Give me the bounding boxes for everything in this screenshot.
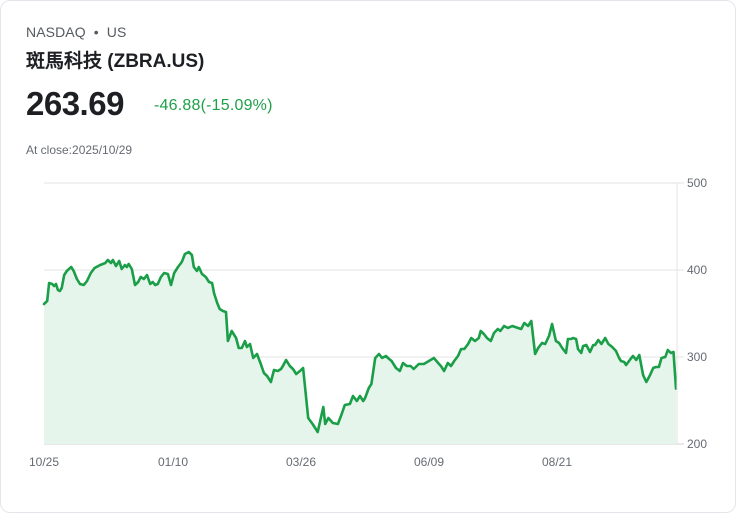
current-price: 263.69 [26, 85, 124, 122]
x-tick-0326: 03/26 [286, 455, 317, 469]
y-tick-400: 400 [687, 263, 708, 277]
price-line [42, 250, 678, 434]
market-label: US [106, 24, 127, 40]
x-tick-0821: 08/21 [542, 455, 573, 469]
x-tick-1025: 10/25 [29, 455, 60, 469]
y-tick-200: 200 [687, 437, 708, 451]
price-change: -46.88(-15.09%) [154, 97, 273, 114]
stock-title: 斑馬科技 (ZBRA.US) [26, 51, 205, 72]
close-date: At close:2025/10/29 [26, 143, 133, 157]
y-tick-500: 500 [687, 176, 708, 190]
x-tick-0609: 06/09 [414, 455, 445, 469]
price-area-fill [44, 252, 676, 444]
exchange-label: NASDAQ [26, 24, 86, 40]
exchange-market-line: NASDAQ • US [26, 24, 126, 40]
x-tick-0110: 01/10 [158, 455, 189, 469]
y-tick-300: 300 [687, 350, 708, 364]
separator-dot-icon: • [93, 24, 99, 40]
